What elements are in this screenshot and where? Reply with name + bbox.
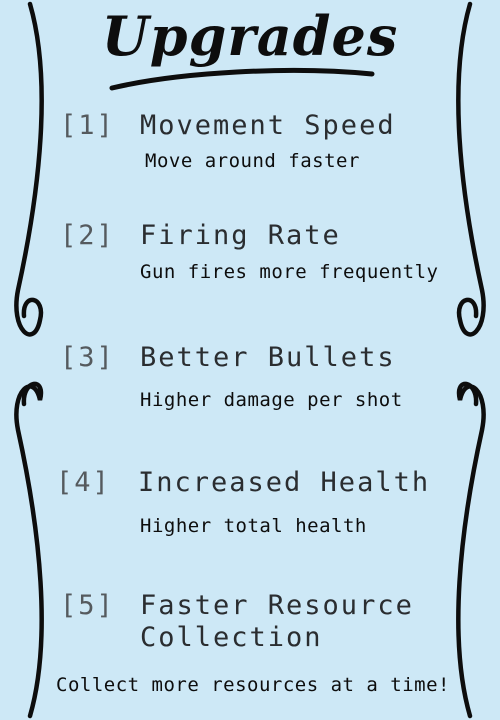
- upgrade-name: Firing Rate: [140, 220, 341, 251]
- left-lower-curl: [14, 381, 44, 719]
- upgrade-key: [2]: [60, 220, 115, 251]
- title-underline: [109, 67, 375, 91]
- upgrade-description: Collect more resources at a time!: [56, 674, 450, 696]
- title-area: Upgrades: [0, 0, 500, 110]
- upgrade-description: Higher damage per shot: [140, 389, 403, 411]
- page-title: Upgrades: [101, 4, 399, 68]
- upgrade-description: Higher total health: [140, 515, 367, 537]
- upgrade-name: Better Bullets: [140, 342, 396, 373]
- upgrade-description: Move around faster: [145, 150, 360, 172]
- upgrade-name-line2: Collection: [140, 622, 323, 653]
- upgrade-name: Increased Health: [138, 467, 431, 498]
- upgrade-key: [4]: [56, 467, 111, 498]
- upgrade-key: [3]: [60, 342, 115, 373]
- upgrade-name: Movement Speed: [140, 110, 396, 141]
- left-upper-curl: [14, 1, 44, 337]
- upgrade-key: [5]: [60, 590, 115, 621]
- upgrade-name-line1: Faster Resource: [140, 590, 414, 621]
- upgrade-key: [1]: [60, 110, 115, 141]
- right-upper-curl: [456, 1, 486, 337]
- right-lower-curl: [456, 381, 486, 719]
- upgrade-description: Gun fires more frequently: [140, 261, 439, 283]
